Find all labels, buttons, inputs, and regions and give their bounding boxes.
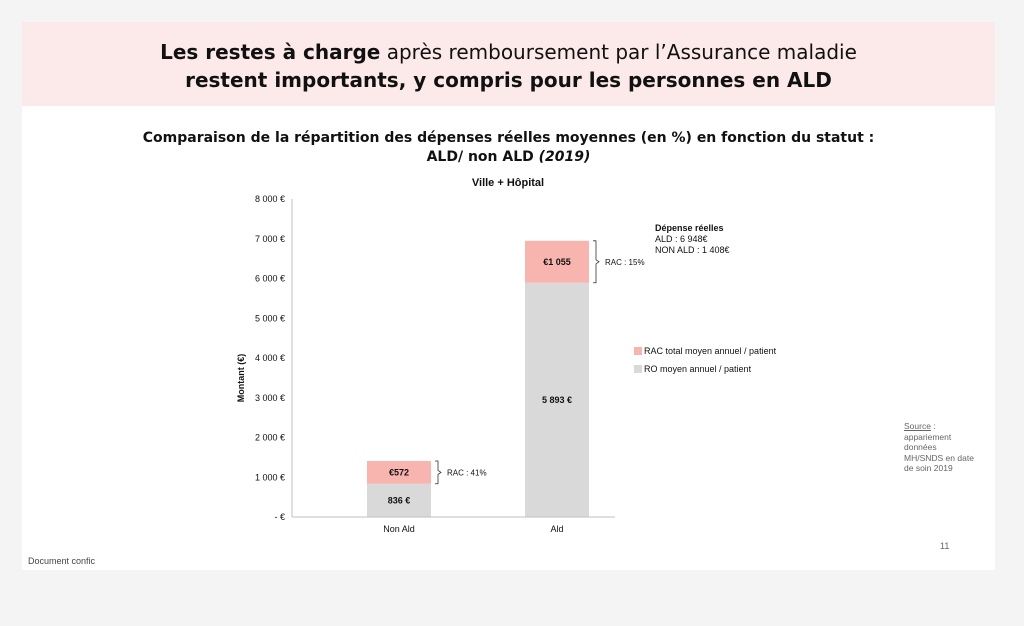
source-label: Source [904, 421, 931, 431]
note-title: Dépense réelles [655, 223, 724, 233]
y-tick-label: - € [274, 512, 285, 522]
rac-bracket-ald [593, 240, 600, 284]
y-tick-label: 7 000 € [255, 234, 285, 244]
rac-bracket-non-ald [435, 460, 442, 485]
headline-line-2: restent importants, y compris pour les p… [185, 68, 832, 92]
headline-rest: après remboursement par l’Assurance mala… [380, 40, 857, 64]
chart: Ville + Hôpital - € 1 000 € 2 000 € 3 000 €… [236, 177, 777, 534]
y-tick-label: 5 000 € [255, 313, 285, 323]
footer-confidential: Document confic [28, 556, 96, 566]
bar-ro-non-ald [367, 483, 431, 517]
y-tick-label: 4 000 € [255, 353, 285, 363]
y-axis-label: Montant (€) [236, 354, 246, 403]
chart-subtitle-line-2: ALD/ non ALD (2019) [22, 149, 995, 165]
subtitle-status: ALD/ non ALD [426, 149, 534, 165]
x-tick-label: Non Ald [383, 524, 415, 534]
chart-title: Ville + Hôpital [472, 177, 544, 189]
y-tick-label: 8 000 € [255, 194, 285, 204]
legend-label: RAC total moyen annuel / patient [644, 346, 777, 356]
rac-annotation-non-ald: RAC : 41% [447, 468, 487, 477]
bar-label-ro-non-ald: 836 € [388, 495, 411, 505]
page-number: 11 [940, 541, 950, 551]
bar-label-ro-ald: 5 893 € [542, 395, 572, 405]
y-tick-label: 1 000 € [255, 472, 285, 482]
slide: Les restes à charge après remboursement … [22, 22, 995, 570]
rac-brackets: RAC : 41% RAC : 15% [435, 240, 645, 485]
headline-bold: Les restes à charge [160, 40, 381, 64]
note-line-ald: ALD : 6 948€ [655, 234, 708, 244]
y-tick-label: 6 000 € [255, 274, 285, 284]
rac-annotation-ald: RAC : 15% [605, 258, 645, 267]
bar-rac-ald [525, 240, 589, 283]
note-line-non-ald: NON ALD : 1 408€ [655, 245, 730, 255]
subtitle-year: (2019) [538, 149, 591, 165]
chart-subtitle-line-1: Comparaison de la répartition des dépens… [142, 130, 875, 146]
source-note: Source : appariement données MH/SNDS en … [904, 421, 974, 474]
y-tick-label: 2 000 € [255, 433, 285, 443]
legend-label: RO moyen annuel / patient [644, 364, 752, 374]
header-banner: Les restes à charge après remboursement … [22, 22, 995, 106]
legend: RAC total moyen annuel / patient RO moyen… [634, 346, 777, 374]
x-axis: Non Ald Ald [292, 516, 615, 534]
y-tick-label: 3 000 € [255, 393, 285, 403]
source-text: : appariement données MH/SNDS en date de… [904, 421, 974, 473]
headline-line-1: Les restes à charge après remboursement … [22, 40, 995, 64]
bar-label-rac-non-ald: €572 [389, 467, 409, 477]
y-axis: - € 1 000 € 2 000 € 3 000 € 4 000 € 5 000 € 6 … [255, 194, 293, 522]
bar-rac-non-ald [367, 461, 431, 484]
legend-swatch [634, 347, 642, 355]
legend-swatch [634, 365, 642, 373]
bar-label-rac-ald: €1 055 [543, 257, 571, 267]
bar-ro-ald [525, 282, 589, 517]
x-tick-label: Ald [550, 524, 563, 534]
bars: 836 € €572 5 893 € €1 055 [367, 240, 589, 517]
total-spending-note: Dépense réelles ALD : 6 948€ NON ALD : 1… [655, 223, 730, 255]
